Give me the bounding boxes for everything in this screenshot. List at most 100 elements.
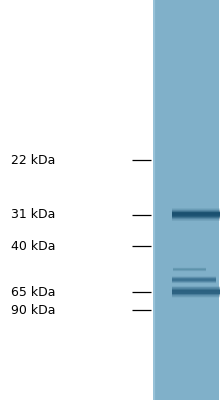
Bar <box>172 216 220 217</box>
Bar <box>172 289 220 290</box>
Bar <box>155 0 166 400</box>
Bar <box>173 269 206 270</box>
Bar <box>172 288 220 289</box>
Bar <box>155 0 185 400</box>
Text: 22 kDa: 22 kDa <box>11 154 55 166</box>
Bar <box>155 0 181 400</box>
Bar <box>155 0 161 400</box>
Bar <box>172 282 216 283</box>
Bar <box>172 295 220 296</box>
Bar <box>172 279 216 280</box>
Bar <box>155 0 205 400</box>
Bar <box>153 0 154 400</box>
Bar <box>172 276 216 277</box>
Bar <box>172 281 216 282</box>
Bar <box>156 0 217 400</box>
Bar <box>156 0 213 400</box>
Bar <box>172 292 220 293</box>
Bar <box>155 0 196 400</box>
Bar <box>172 295 220 296</box>
Bar <box>172 276 216 277</box>
Bar <box>173 268 206 269</box>
Bar <box>155 0 209 400</box>
Bar <box>172 208 220 209</box>
Bar <box>155 0 173 400</box>
Bar <box>173 268 206 269</box>
Bar <box>155 0 176 400</box>
Bar <box>172 279 216 280</box>
Bar <box>172 211 220 212</box>
Bar <box>156 0 219 400</box>
Bar <box>172 215 220 216</box>
Bar <box>155 0 194 400</box>
Bar <box>173 270 206 271</box>
Bar <box>173 269 206 270</box>
Bar <box>155 0 191 400</box>
Bar <box>172 293 220 294</box>
Bar <box>173 268 206 269</box>
Bar <box>172 293 220 294</box>
Bar <box>172 210 220 211</box>
Bar <box>155 0 169 400</box>
Bar <box>173 268 206 269</box>
Bar <box>173 270 206 271</box>
Bar <box>172 276 216 277</box>
Bar <box>172 278 216 279</box>
Bar <box>155 0 162 400</box>
Bar <box>155 0 171 400</box>
Bar <box>172 291 220 292</box>
Bar <box>172 288 220 289</box>
Bar <box>172 216 220 217</box>
Bar <box>172 212 220 213</box>
Bar <box>155 0 195 400</box>
Bar <box>155 0 184 400</box>
Bar <box>172 290 220 291</box>
Bar <box>173 271 206 272</box>
Bar <box>155 0 192 400</box>
Bar <box>172 291 220 292</box>
Bar <box>154 0 156 400</box>
Bar <box>155 0 188 400</box>
Bar <box>153 0 155 400</box>
Bar <box>155 0 193 400</box>
Bar <box>155 0 174 400</box>
Bar <box>173 270 206 271</box>
Bar <box>156 0 216 400</box>
Bar <box>172 297 220 298</box>
Bar <box>173 270 206 271</box>
Bar <box>172 213 220 214</box>
Bar <box>172 294 220 295</box>
Bar <box>156 0 218 400</box>
Bar <box>155 0 200 400</box>
Bar <box>172 296 220 297</box>
Bar <box>172 297 220 298</box>
Bar <box>155 0 158 400</box>
Bar <box>172 212 220 213</box>
Bar <box>172 287 220 288</box>
Bar <box>155 0 211 400</box>
Bar <box>172 214 220 215</box>
Bar <box>172 220 220 221</box>
Bar <box>172 294 220 295</box>
Bar <box>173 267 206 268</box>
Bar <box>155 0 199 400</box>
Bar <box>172 210 220 211</box>
Bar <box>155 0 180 400</box>
Bar <box>172 292 220 293</box>
Text: 40 kDa: 40 kDa <box>11 240 55 252</box>
Bar <box>172 213 220 214</box>
Bar <box>155 0 203 400</box>
Bar <box>172 296 220 297</box>
Bar <box>155 0 187 400</box>
Bar <box>154 0 155 400</box>
Bar <box>172 208 220 209</box>
Bar <box>155 0 190 400</box>
Bar <box>154 0 157 400</box>
Bar <box>155 0 204 400</box>
Bar <box>173 267 206 268</box>
Bar <box>172 220 220 221</box>
Bar <box>173 268 206 269</box>
Bar <box>155 0 165 400</box>
Bar <box>155 0 178 400</box>
Bar <box>172 219 220 220</box>
